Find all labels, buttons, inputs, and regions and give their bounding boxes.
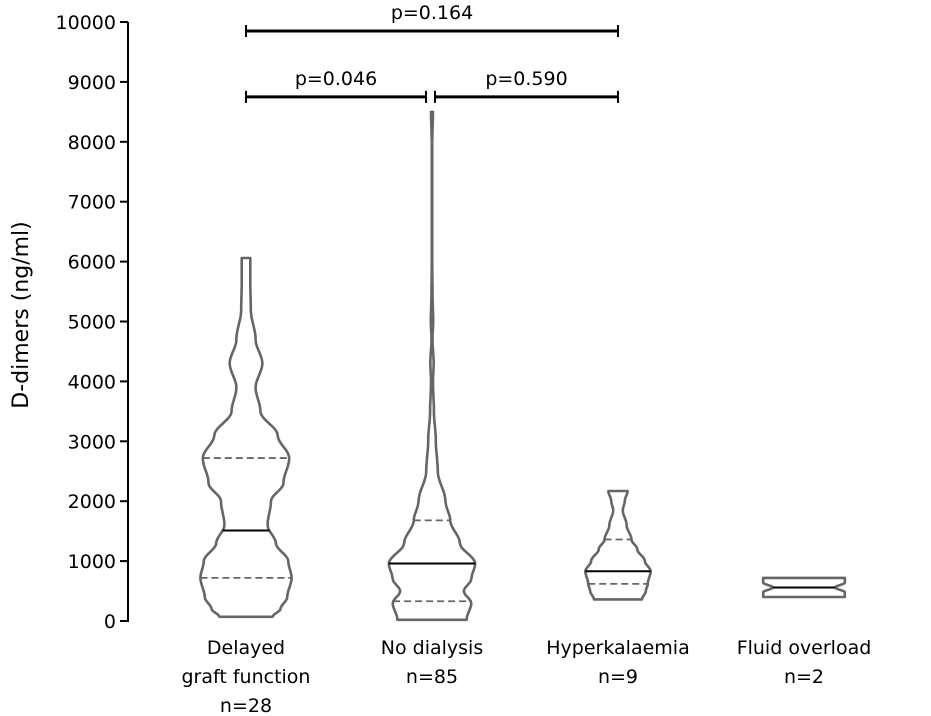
violin-2 (584, 489, 652, 601)
x-category-label: n=9 (598, 666, 638, 688)
violin-3 (761, 576, 847, 599)
x-category-label: graft function (182, 666, 311, 688)
y-tick-label: 1000 (68, 551, 116, 573)
bracket-1: p=0.046 (245, 68, 427, 103)
bracket-2: p=0.590 (434, 68, 619, 103)
violin-1 (387, 110, 477, 622)
p-value-label: p=0.590 (485, 68, 567, 90)
y-axis-title: D-dimers (ng/ml) (9, 221, 34, 408)
violin-outline (199, 256, 293, 619)
x-category-label: Fluid overload (737, 637, 872, 659)
p-value-label: p=0.046 (295, 68, 377, 90)
violin-outline (387, 110, 477, 622)
x-category-label: n=28 (220, 695, 272, 716)
x-category-label: Hyperkalaemia (546, 637, 689, 659)
y-tick-label: 6000 (68, 252, 116, 274)
x-category-label: n=85 (406, 666, 458, 688)
x-category-label: Delayed (207, 637, 285, 659)
y-tick-label: 10000 (56, 12, 116, 34)
y-tick-label: 3000 (68, 431, 116, 453)
y-tick-label: 8000 (68, 132, 116, 154)
significance-brackets: p=0.164 p=0.046 p=0.590 (245, 2, 619, 103)
y-tick-label: 9000 (68, 72, 116, 94)
y-axis: 0 1000 2000 3000 4000 5000 6000 7000 8000 9000 100… (56, 12, 129, 633)
violins (199, 110, 847, 622)
p-value-label: p=0.164 (391, 2, 473, 24)
bracket-0: p=0.164 (245, 2, 619, 37)
y-tick-label: 4000 (68, 371, 116, 393)
y-tick-label: 7000 (68, 192, 116, 214)
x-category-label: No dialysis (381, 637, 483, 659)
y-tick-label: 5000 (68, 312, 116, 334)
violin-0 (199, 256, 293, 619)
x-axis-labels: Delayed graft function n=28 No dialysis n=85… (182, 637, 872, 716)
violin-outline (584, 489, 652, 601)
y-tick-label: 0 (104, 611, 116, 633)
y-tick-label: 2000 (68, 491, 116, 513)
violin-outline (761, 576, 847, 599)
x-category-label: n=2 (784, 666, 824, 688)
